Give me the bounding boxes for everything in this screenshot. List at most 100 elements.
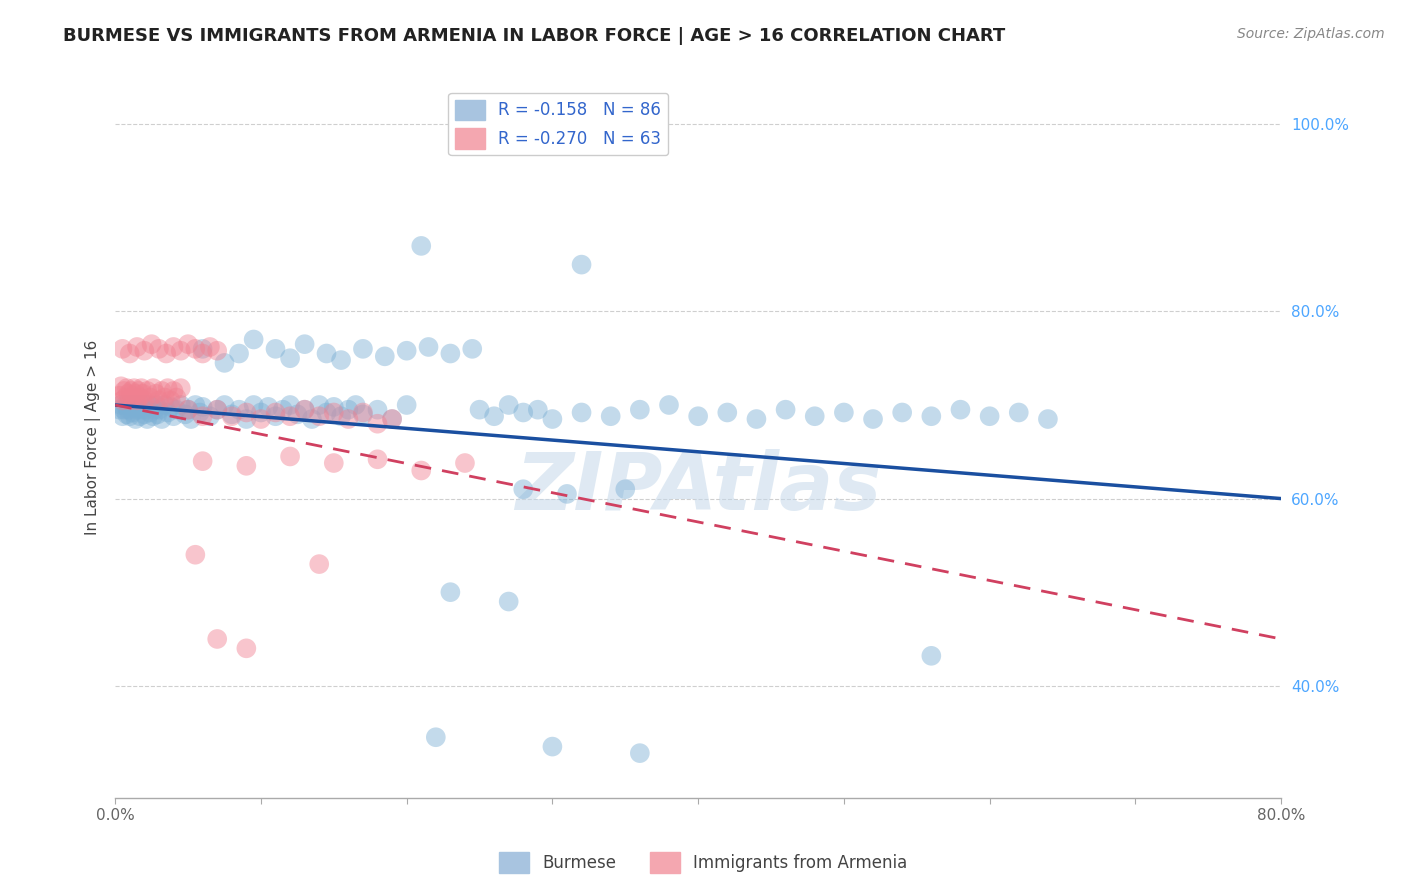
Point (322, 405, 344, 419)
Point (330, 409, 353, 424)
Point (162, 384, 184, 398)
Point (294, 402, 316, 417)
Point (188, 405, 211, 419)
Point (381, 412, 404, 426)
Point (278, 450, 301, 464)
Point (136, 384, 159, 398)
Point (159, 393, 181, 408)
Point (803, 409, 825, 424)
Point (114, 391, 136, 405)
Point (112, 402, 135, 417)
Point (425, 730, 447, 744)
Point (114, 398, 136, 412)
Point (111, 393, 134, 408)
Point (118, 393, 141, 408)
Point (294, 402, 316, 417)
Point (228, 346, 250, 360)
Point (512, 405, 534, 419)
Point (862, 412, 884, 426)
Point (658, 398, 681, 412)
Legend: Burmese, Immigrants from Armenia: Burmese, Immigrants from Armenia (492, 846, 914, 880)
Point (498, 398, 520, 412)
Point (132, 386, 155, 401)
Point (153, 398, 176, 412)
Point (142, 381, 165, 395)
Point (110, 398, 132, 412)
Point (134, 343, 156, 358)
Point (155, 346, 177, 360)
Point (745, 412, 768, 426)
Point (111, 342, 134, 356)
Point (125, 340, 148, 354)
Point (571, 405, 593, 419)
Point (374, 349, 396, 363)
Point (145, 386, 167, 401)
Point (174, 408, 197, 422)
Point (367, 402, 389, 417)
Y-axis label: In Labor Force | Age > 16: In Labor Force | Age > 16 (86, 340, 101, 535)
Point (344, 398, 367, 412)
Point (138, 398, 160, 412)
Point (122, 381, 145, 395)
Point (117, 402, 139, 417)
Point (308, 398, 330, 412)
Point (128, 384, 150, 398)
Point (108, 389, 131, 403)
Point (117, 386, 139, 401)
Point (148, 402, 170, 417)
Point (322, 456, 344, 470)
Point (134, 408, 156, 422)
Point (110, 379, 132, 393)
Point (125, 402, 148, 417)
Point (352, 405, 374, 419)
Point (184, 548, 207, 562)
Point (352, 408, 374, 422)
Point (184, 398, 207, 412)
Point (180, 412, 202, 426)
Point (139, 405, 162, 419)
Point (159, 400, 181, 414)
Point (775, 402, 797, 417)
Point (235, 412, 257, 426)
Point (124, 386, 146, 401)
Point (111, 409, 134, 424)
Point (330, 353, 353, 368)
Point (512, 482, 534, 496)
Point (571, 258, 593, 272)
Point (121, 405, 143, 419)
Point (139, 391, 162, 405)
Point (250, 412, 273, 426)
Point (205, 402, 228, 417)
Point (418, 340, 440, 354)
Point (118, 346, 141, 360)
Point (198, 409, 221, 424)
Point (165, 391, 187, 405)
Point (628, 402, 651, 417)
Point (264, 342, 287, 356)
Point (128, 398, 150, 412)
Point (184, 342, 207, 356)
Point (162, 340, 184, 354)
Point (142, 409, 165, 424)
Point (716, 405, 738, 419)
Point (541, 412, 564, 426)
Point (170, 398, 193, 412)
Point (214, 356, 236, 370)
Point (235, 405, 257, 419)
Point (170, 343, 193, 358)
Text: ZIPAtlas: ZIPAtlas (515, 450, 882, 527)
Point (1036, 412, 1059, 426)
Point (439, 346, 461, 360)
Point (250, 405, 273, 419)
Point (439, 585, 461, 599)
Point (165, 402, 187, 417)
Point (278, 398, 301, 412)
Point (162, 409, 184, 424)
Point (315, 405, 337, 419)
Point (468, 402, 491, 417)
Point (122, 400, 145, 414)
Point (191, 409, 214, 424)
Point (264, 405, 287, 419)
Point (832, 405, 855, 419)
Text: BURMESE VS IMMIGRANTS FROM ARMENIA IN LABOR FORCE | AGE > 16 CORRELATION CHART: BURMESE VS IMMIGRANTS FROM ARMENIA IN LA… (63, 27, 1005, 45)
